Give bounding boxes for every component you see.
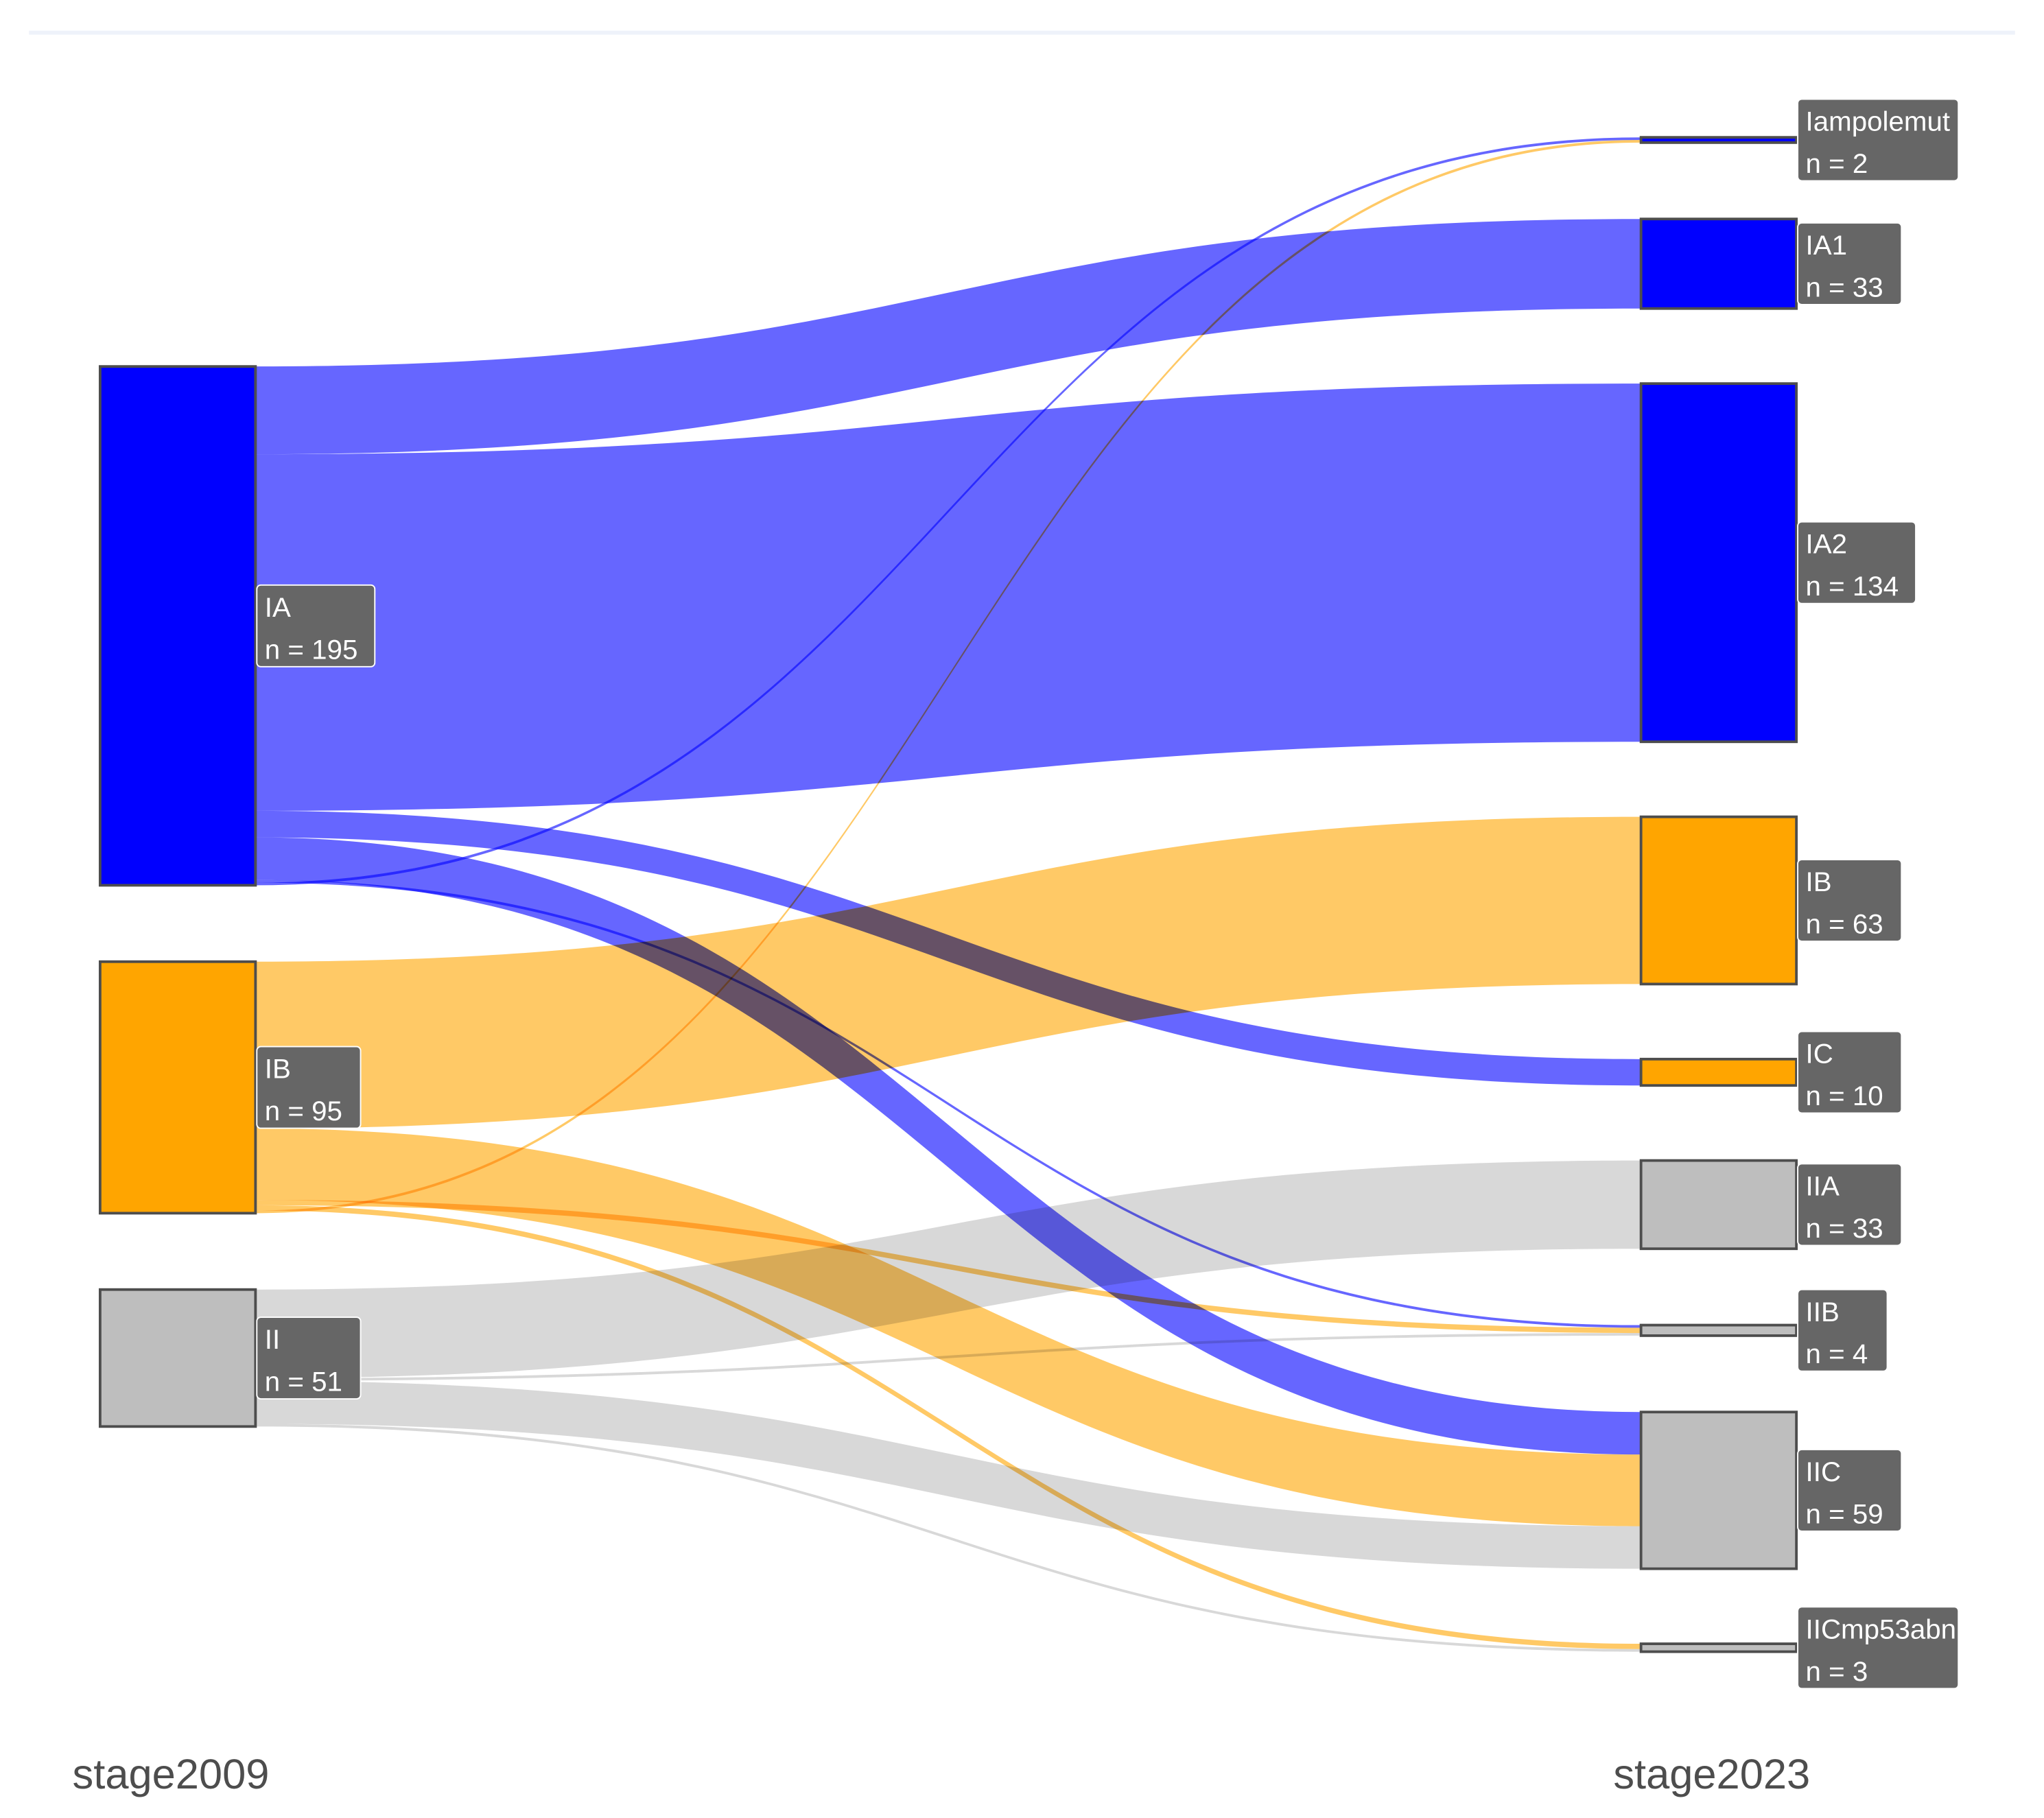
node-right-IB2 bbox=[1639, 815, 1798, 986]
node-name: IA1 bbox=[1806, 230, 1848, 261]
flow-IB-to-Iampolemut bbox=[255, 140, 1641, 1214]
label-left-II: II n = 51 bbox=[256, 1317, 362, 1400]
flow-IA-to-IIB bbox=[255, 880, 1641, 1328]
node-name: IB bbox=[265, 1054, 291, 1085]
label-right-IIC: IIC n = 59 bbox=[1797, 1448, 1903, 1532]
flow-II-to-IICmp53abn bbox=[255, 1424, 1641, 1652]
label-box bbox=[1797, 1163, 1903, 1247]
node-name: IB bbox=[1806, 866, 1832, 897]
node-name: IA2 bbox=[1806, 529, 1848, 560]
label-right-IA1: IA1 n = 33 bbox=[1797, 222, 1903, 305]
label-box bbox=[1797, 1606, 1960, 1690]
node-name: IIB bbox=[1806, 1297, 1840, 1327]
node-count: n = 51 bbox=[265, 1367, 342, 1397]
label-right-Iampolemut: Iampolemut n = 2 bbox=[1797, 98, 1960, 182]
node-name: IIA bbox=[1806, 1170, 1840, 1201]
label-box bbox=[256, 584, 376, 668]
flow-IB-to-IICmp53abn bbox=[255, 1205, 1641, 1649]
label-right-IIB: IIB n = 4 bbox=[1797, 1288, 1888, 1372]
node-name: IICmp53abn bbox=[1806, 1614, 1957, 1644]
top-rule bbox=[29, 30, 2015, 35]
flow-IA-to-IA2 bbox=[255, 383, 1641, 811]
node-right-IA2 bbox=[1639, 382, 1798, 744]
label-box bbox=[1797, 1030, 1903, 1114]
flow-IA-to-Iampolemut bbox=[255, 137, 1641, 886]
label-left-IB: IB n = 95 bbox=[256, 1046, 362, 1129]
label-box bbox=[256, 1317, 362, 1400]
node-right-IA1 bbox=[1639, 217, 1798, 310]
node-right-IC bbox=[1639, 1057, 1798, 1087]
labels-layer: IA n = 195 IB n = 95 II n = 51 Iampolemut n = 2… bbox=[256, 98, 1960, 1690]
label-left-IA: IA n = 195 bbox=[256, 584, 376, 668]
node-right-Iampolemut bbox=[1639, 136, 1798, 144]
node-right-IIA bbox=[1639, 1159, 1798, 1251]
node-count: n = 2 bbox=[1806, 148, 1868, 179]
label-right-IC: IC n = 10 bbox=[1797, 1030, 1903, 1114]
label-box bbox=[1797, 1448, 1903, 1532]
node-count: n = 10 bbox=[1806, 1081, 1883, 1111]
axis-label-stage2023: stage2023 bbox=[1613, 1751, 1810, 1798]
node-name: Iampolemut bbox=[1806, 106, 1951, 137]
flow-IB-to-IB2 bbox=[255, 816, 1641, 1129]
node-left-IA bbox=[98, 365, 257, 887]
node-count: n = 3 bbox=[1806, 1656, 1868, 1687]
flow-IB-to-IIC bbox=[255, 1128, 1641, 1526]
node-name: IA bbox=[265, 592, 291, 623]
node-right-IIB bbox=[1639, 1323, 1798, 1337]
label-box bbox=[1797, 222, 1903, 305]
flow-II-to-IIA bbox=[255, 1160, 1641, 1378]
label-box bbox=[1797, 859, 1903, 942]
node-right-IICmp53abn bbox=[1639, 1642, 1798, 1653]
label-box bbox=[256, 1046, 362, 1129]
node-count: n = 59 bbox=[1806, 1498, 1883, 1529]
node-right-IIC bbox=[1639, 1410, 1798, 1570]
label-box bbox=[1797, 98, 1960, 182]
node-count: n = 4 bbox=[1806, 1338, 1868, 1369]
node-left-II bbox=[98, 1288, 257, 1428]
flow-II-to-IIC bbox=[255, 1380, 1641, 1569]
flow-IA-to-IA1 bbox=[255, 219, 1641, 455]
label-right-IICmp53abn: IICmp53abn n = 3 bbox=[1797, 1606, 1960, 1690]
node-count: n = 33 bbox=[1806, 272, 1883, 303]
flows-layer bbox=[255, 137, 1641, 1652]
label-right-IB2: IB n = 63 bbox=[1797, 859, 1903, 942]
node-count: n = 195 bbox=[265, 634, 358, 665]
node-name: IIC bbox=[1806, 1456, 1842, 1487]
node-name: II bbox=[265, 1324, 280, 1355]
axis-label-stage2009: stage2009 bbox=[73, 1751, 270, 1798]
node-count: n = 33 bbox=[1806, 1213, 1883, 1244]
flow-IA-to-IIC bbox=[255, 837, 1641, 1455]
nodes-layer bbox=[98, 136, 1798, 1653]
node-count: n = 95 bbox=[265, 1096, 342, 1126]
label-right-IIA: IIA n = 33 bbox=[1797, 1163, 1903, 1247]
flow-II-to-IIB bbox=[255, 1333, 1641, 1381]
node-name: IC bbox=[1806, 1039, 1833, 1070]
node-left-IB bbox=[98, 960, 257, 1215]
label-box bbox=[1797, 521, 1917, 604]
label-right-IA2: IA2 n = 134 bbox=[1797, 521, 1917, 604]
node-count: n = 63 bbox=[1806, 909, 1883, 940]
node-count: n = 134 bbox=[1806, 571, 1899, 602]
label-box bbox=[1797, 1288, 1888, 1372]
